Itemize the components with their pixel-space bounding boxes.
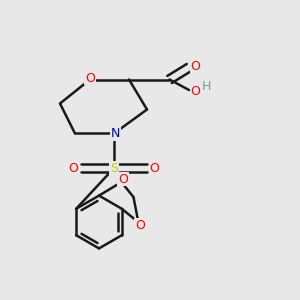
Text: O: O [85,71,95,85]
Text: H: H [202,80,211,94]
Text: O: O [191,85,200,98]
Text: S: S [110,161,118,175]
Text: O: O [69,161,78,175]
Text: O: O [118,172,128,186]
Text: O: O [191,59,200,73]
Text: O: O [150,161,159,175]
Text: N: N [111,127,120,140]
Text: O: O [135,219,145,232]
